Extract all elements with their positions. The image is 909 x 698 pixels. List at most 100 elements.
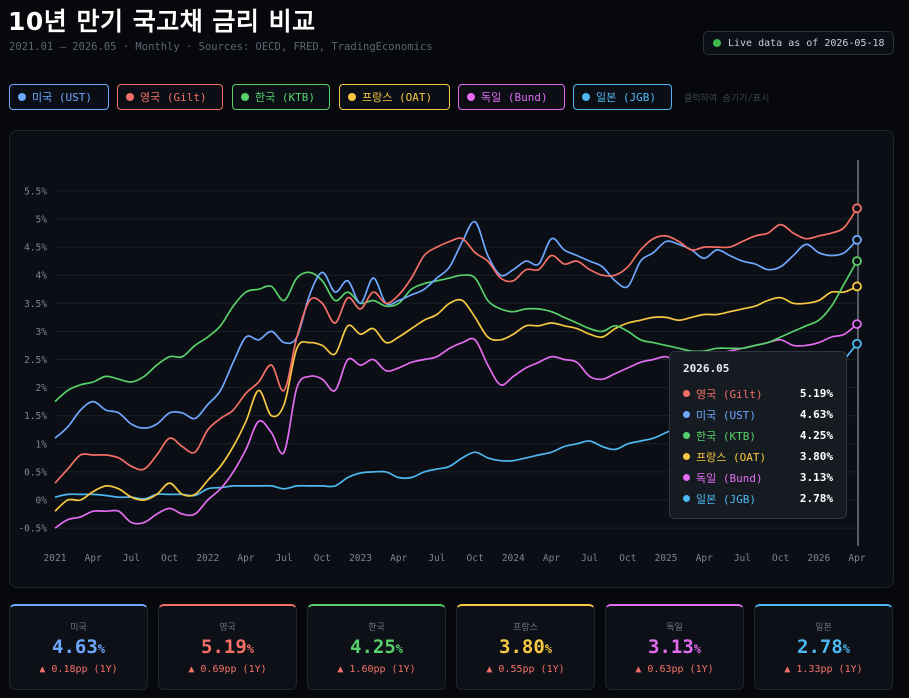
- y-tick-label: 4.5%: [24, 243, 47, 254]
- summary-card-us: 미국 4.63% ▲ 0.18pp (1Y): [9, 604, 148, 690]
- tooltip-row-fr: 프랑스 (OAT) 3.80%: [683, 446, 833, 467]
- legend-dot-icon: [241, 93, 249, 101]
- card-yoy-change: ▲ 1.60pp (1Y): [337, 664, 416, 675]
- y-tick-label: 0%: [36, 496, 48, 507]
- tooltip-series-label: 일본 (JGB): [696, 492, 756, 506]
- y-tick-label: 3.5%: [24, 299, 47, 310]
- series-endpoint-uk: [852, 203, 862, 214]
- tooltip-row-us: 미국 (UST) 4.63%: [683, 404, 833, 425]
- legend-dot-icon: [348, 93, 356, 101]
- summary-card-de: 독일 3.13% ▲ 0.63pp (1Y): [605, 604, 744, 690]
- card-country-name: 일본: [815, 623, 832, 633]
- card-yield-number: 5.19: [201, 636, 247, 658]
- card-country-name: 한국: [368, 623, 385, 633]
- summary-card-fr: 프랑스 3.80% ▲ 0.55pp (1Y): [456, 604, 595, 690]
- tooltip-series-value: 3.13%: [799, 471, 833, 484]
- y-tick-label: 2.5%: [24, 355, 47, 366]
- x-tick-label: Apr: [543, 553, 560, 564]
- summary-card-kr: 한국 4.25% ▲ 1.60pp (1Y): [307, 604, 446, 690]
- tooltip-series-value: 2.78%: [799, 492, 833, 505]
- series-dot-icon: [683, 453, 690, 460]
- tooltip-row-uk: 영국 (Gilt) 5.19%: [683, 383, 833, 404]
- x-tick-label: Jul: [276, 553, 293, 564]
- x-tick-label: Oct: [772, 553, 789, 564]
- y-tick-label: 5%: [36, 215, 48, 226]
- series-line-fr: [54, 285, 858, 512]
- card-yoy-change: ▲ 1.33pp (1Y): [784, 664, 863, 675]
- card-yoy-change: ▲ 0.69pp (1Y): [188, 664, 267, 675]
- tooltip-series-value: 5.19%: [799, 387, 833, 400]
- card-yield-value: 3.13%: [606, 636, 743, 658]
- legend-dot-icon: [18, 93, 26, 101]
- x-tick-label: Jul: [581, 553, 598, 564]
- series-dot-icon: [683, 390, 690, 397]
- legend-toggle-us[interactable]: 미국 (UST): [9, 84, 109, 110]
- tooltip-series-label: 독일 (Bund): [696, 471, 763, 485]
- card-yield-number: 4.63: [52, 636, 98, 658]
- x-tick-label: 2023: [349, 553, 372, 564]
- live-status-icon: [713, 39, 721, 47]
- y-tick-label: 5.5%: [24, 186, 47, 197]
- series-line-uk: [54, 207, 858, 484]
- chart-tooltip: 2026.05 영국 (Gilt) 5.19% 미국 (UST) 4.63% 한국 (K…: [669, 351, 847, 519]
- card-yield-value: 3.80%: [457, 636, 594, 658]
- card-yield-unit: %: [842, 642, 850, 656]
- card-yield-unit: %: [544, 642, 552, 656]
- legend-label: 프랑스 (OAT): [362, 91, 433, 104]
- card-yield-number: 2.78: [797, 636, 843, 658]
- card-yoy-change: ▲ 0.63pp (1Y): [635, 664, 714, 675]
- legend-dot-icon: [467, 93, 475, 101]
- tooltip-series-label: 미국 (UST): [696, 408, 756, 422]
- x-tick-label: Jul: [734, 553, 751, 564]
- legend-toggle-fr[interactable]: 프랑스 (OAT): [339, 84, 450, 110]
- card-yield-unit: %: [395, 642, 403, 656]
- x-tick-label: Oct: [161, 553, 178, 564]
- x-tick-label: Oct: [314, 553, 331, 564]
- tooltip-series-value: 4.25%: [799, 429, 833, 442]
- tooltip-series-label: 프랑스 (OAT): [696, 450, 767, 464]
- card-yield-value: 2.78%: [755, 636, 892, 658]
- card-yield-number: 4.25: [350, 636, 396, 658]
- card-yoy-change: ▲ 0.55pp (1Y): [486, 664, 565, 675]
- legend-toggle-kr[interactable]: 한국 (KTB): [232, 84, 330, 110]
- y-tick-label: 4%: [36, 271, 48, 282]
- summary-card-uk: 영국 5.19% ▲ 0.69pp (1Y): [158, 604, 297, 690]
- legend-toggle-jp[interactable]: 일본 (JGB): [573, 84, 672, 110]
- x-tick-label: Apr: [848, 553, 865, 564]
- y-tick-label: 0.5%: [24, 467, 47, 478]
- x-tick-label: Oct: [619, 553, 636, 564]
- legend-toggle-uk[interactable]: 영국 (Gilt): [117, 84, 223, 110]
- series-dot-icon: [683, 432, 690, 439]
- card-country-name: 프랑스: [513, 623, 538, 633]
- x-tick-label: Oct: [467, 553, 484, 564]
- x-tick-label: Apr: [390, 553, 407, 564]
- card-yield-unit: %: [97, 642, 105, 656]
- y-tick-label: 1%: [36, 439, 48, 450]
- legend-label: 미국 (UST): [32, 91, 92, 104]
- y-tick-label: 2%: [36, 383, 48, 394]
- card-yield-number: 3.80: [499, 636, 545, 658]
- tooltip-series-label: 영국 (Gilt): [696, 387, 763, 401]
- series-endpoint-de: [852, 319, 862, 329]
- x-tick-label: 2025: [655, 553, 678, 564]
- series-endpoint-jp: [852, 338, 862, 349]
- tooltip-series-value: 3.80%: [799, 450, 833, 463]
- y-tick-label: -0.5%: [18, 524, 47, 535]
- x-tick-label: Jul: [428, 553, 445, 564]
- legend-dot-icon: [582, 93, 590, 101]
- tooltip-series-label: 한국 (KTB): [696, 429, 756, 443]
- card-yield-unit: %: [246, 642, 254, 656]
- card-country-name: 영국: [219, 623, 236, 633]
- legend-label: 한국 (KTB): [255, 91, 315, 104]
- tooltip-series-value: 4.63%: [799, 408, 833, 421]
- card-country-name: 독일: [666, 623, 683, 633]
- card-yield-value: 4.63%: [10, 636, 147, 658]
- tooltip-row-kr: 한국 (KTB) 4.25%: [683, 425, 833, 446]
- legend-label: 독일 (Bund): [481, 91, 548, 104]
- series-endpoint-us: [852, 234, 862, 245]
- legend-label: 영국 (Gilt): [140, 91, 207, 104]
- legend-toggle-de[interactable]: 독일 (Bund): [458, 84, 565, 110]
- series-line-us: [54, 220, 858, 439]
- card-yield-unit: %: [693, 642, 701, 656]
- tooltip-row-jp: 일본 (JGB) 2.78%: [683, 488, 833, 509]
